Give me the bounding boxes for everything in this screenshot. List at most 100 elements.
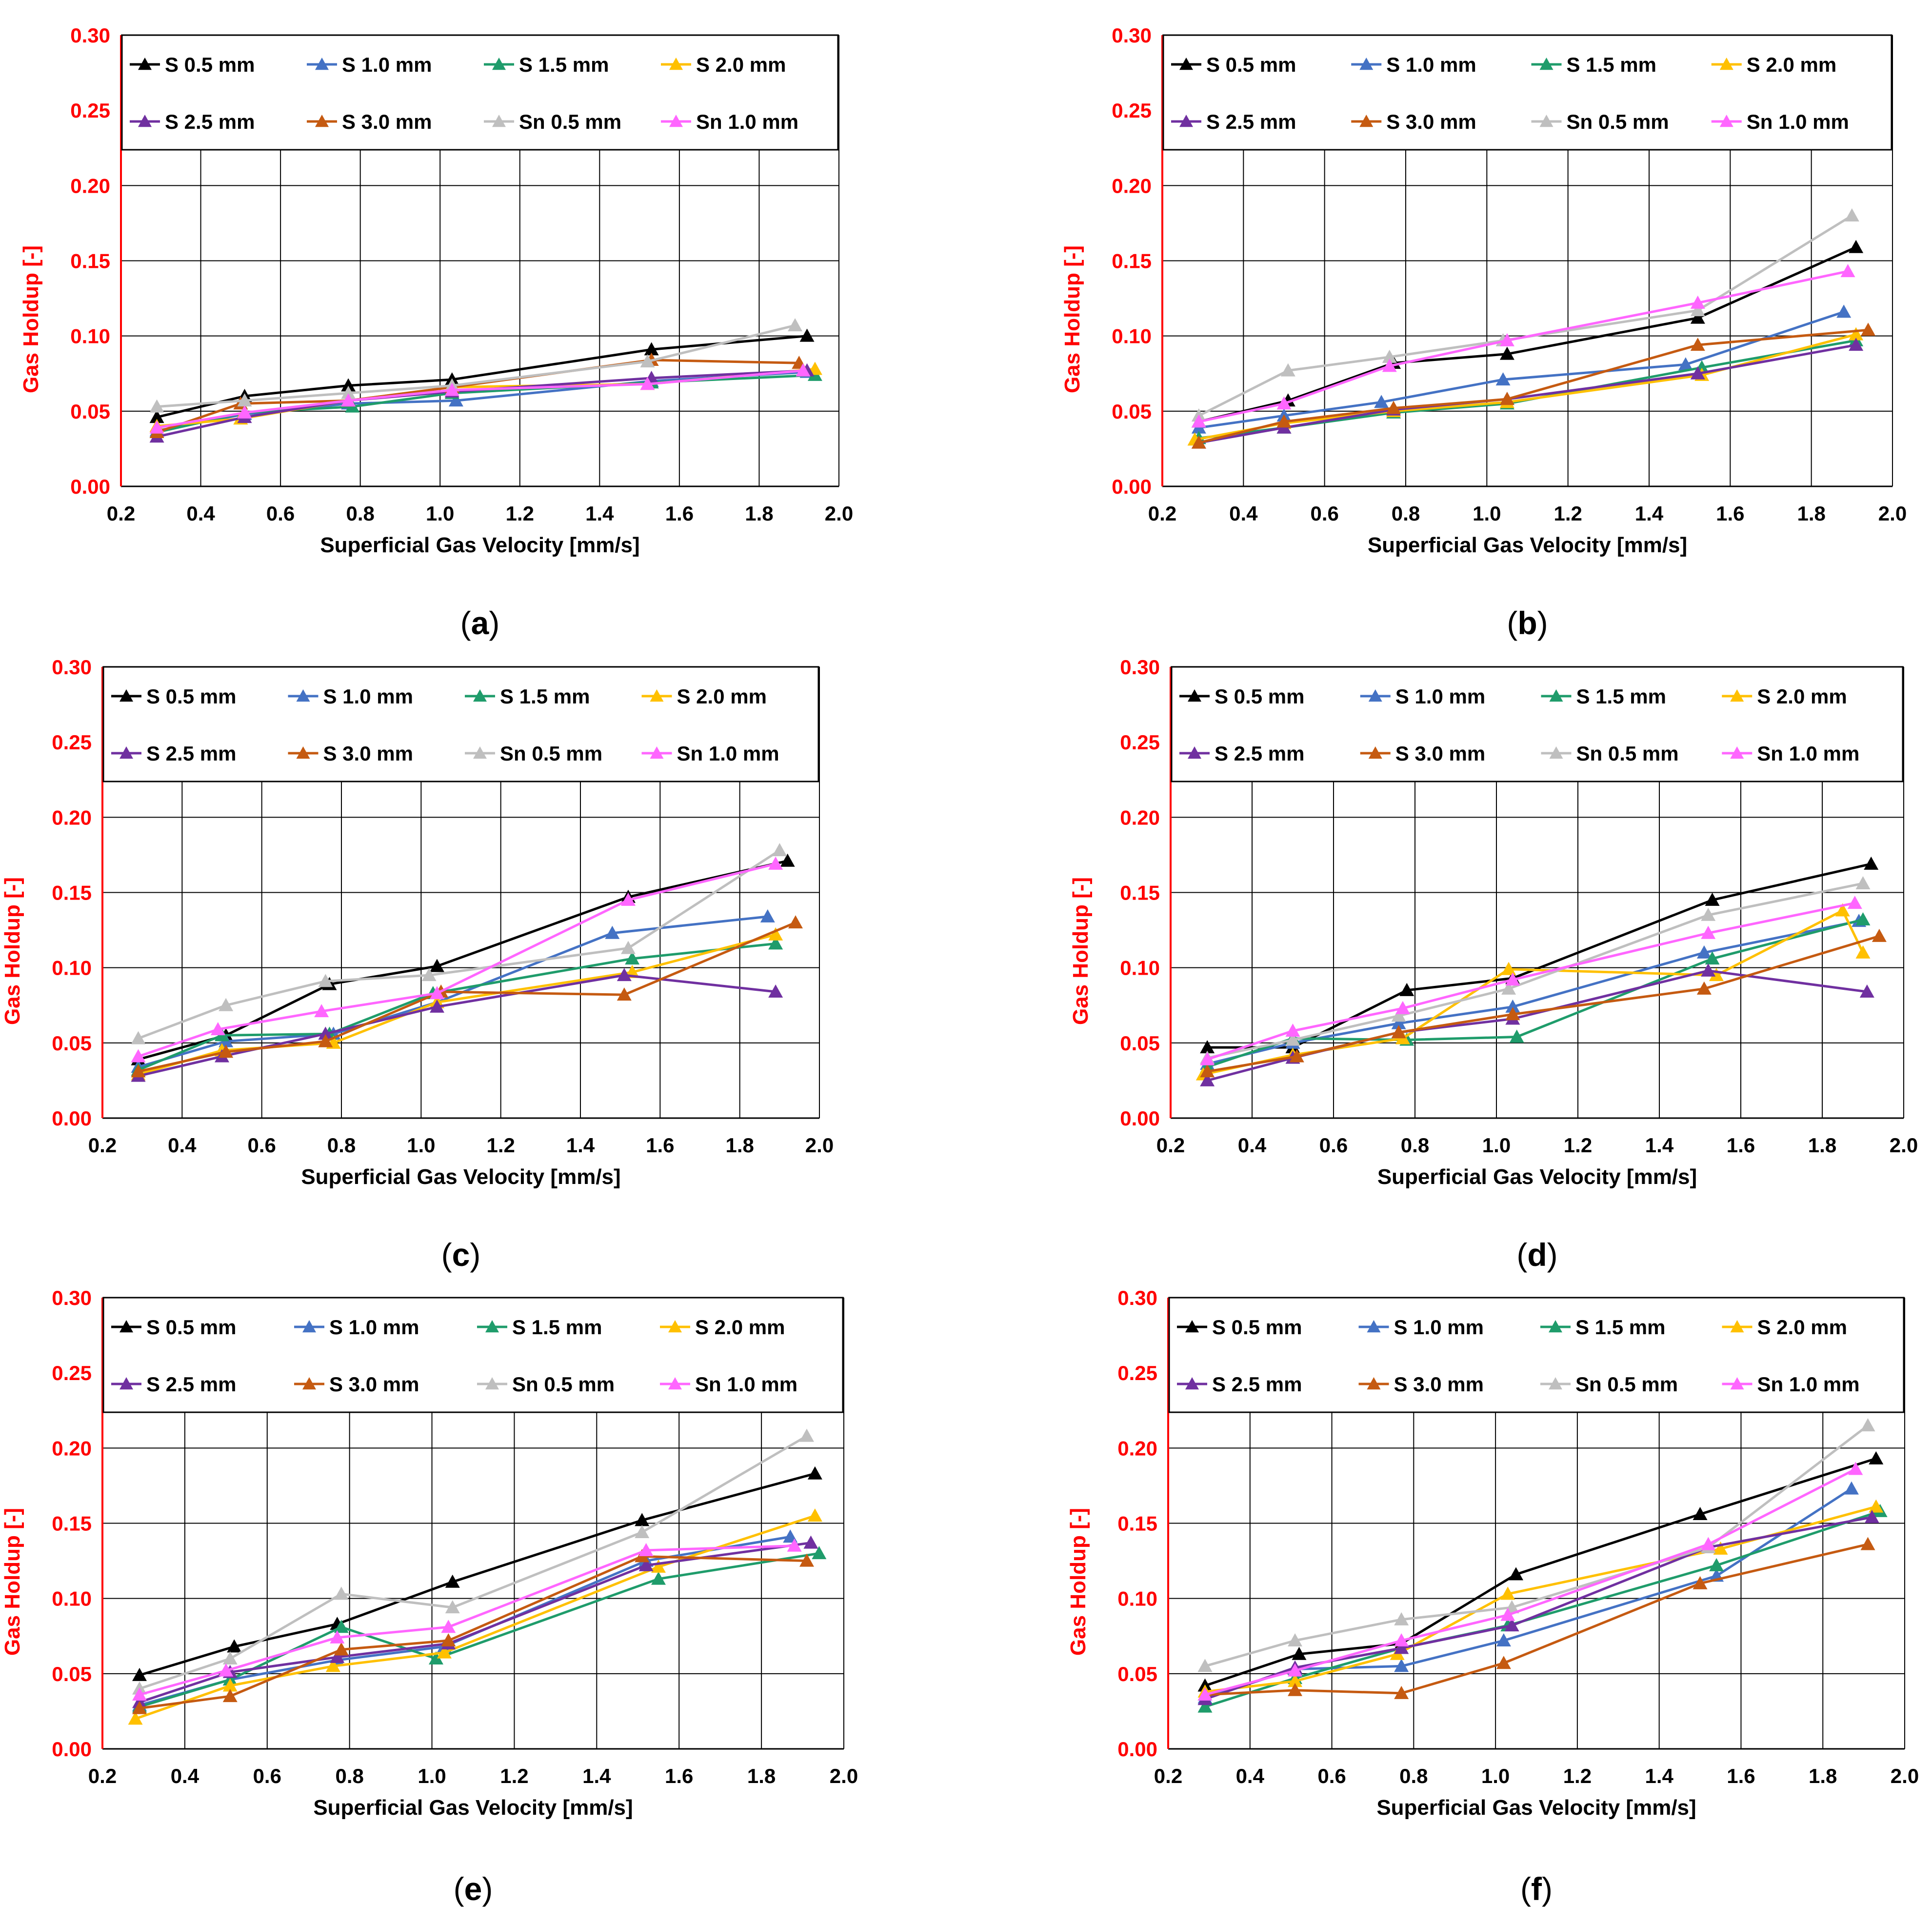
y-tick-label: 0.05 — [1120, 1032, 1160, 1055]
data-point-marker — [448, 393, 463, 407]
data-point-marker — [1280, 363, 1295, 377]
series-line — [139, 1555, 807, 1710]
legend-swatch-marker — [1549, 689, 1563, 702]
legend-swatch-marker — [120, 689, 133, 702]
legend-swatch-marker — [473, 689, 487, 702]
data-point-marker — [334, 1620, 349, 1633]
data-point-marker — [341, 393, 356, 407]
data-point-marker — [1869, 1499, 1884, 1513]
y-axis-title: Gas Holdup [-] — [1060, 245, 1084, 393]
legend-swatch-marker — [1185, 1320, 1199, 1333]
data-point-marker — [1499, 346, 1514, 360]
y-tick-label: 0.25 — [1112, 99, 1152, 122]
x-tick-label: 1.0 — [407, 1134, 435, 1157]
x-tick-label: 0.8 — [1401, 1134, 1429, 1157]
data-point-marker — [237, 393, 252, 407]
legend-item: Sn 0.5 mm — [1541, 742, 1679, 765]
data-point-marker — [1500, 1586, 1515, 1600]
data-point-marker — [334, 1642, 349, 1656]
x-tick-label: 0.6 — [253, 1764, 281, 1787]
chart-panel-d: 0.2 0.4 0.6 0.8 1.0 1.2 1.4 1.6 1.8 2.0 0.00 0.05 0.… — [1069, 656, 1918, 1273]
series-line — [1198, 246, 1857, 423]
series-line — [138, 974, 776, 1078]
series-group — [131, 843, 803, 1082]
x-tick-label: 1.8 — [747, 1764, 776, 1787]
series-group — [149, 318, 822, 443]
y-tick-label: 0.20 — [52, 1437, 92, 1460]
series-line — [1207, 882, 1863, 1060]
x-axis-title: Superficial Gas Velocity [mm/s] — [320, 533, 639, 557]
panel-label: (f) — [1520, 1871, 1553, 1907]
legend-label: Sn 1.0 mm — [696, 110, 798, 133]
x-tick-label: 1.8 — [1809, 1764, 1837, 1787]
series-line — [1204, 1424, 1869, 1667]
data-point-marker — [1496, 1656, 1511, 1669]
legend-item: Sn 0.5 mm — [465, 742, 602, 765]
data-point-marker — [441, 1620, 456, 1633]
legend-label: S 3.0 mm — [1394, 1373, 1484, 1396]
data-point-marker — [1501, 981, 1516, 995]
x-tick-label: 1.4 — [1635, 502, 1664, 525]
data-point-marker — [1382, 359, 1397, 372]
data-point-marker — [1701, 907, 1716, 921]
data-point-marker — [799, 1428, 814, 1442]
legend-swatch-marker — [1185, 1377, 1199, 1390]
legend-swatch-marker — [120, 746, 133, 759]
y-axis-title: Gas Holdup [-] — [19, 245, 43, 393]
data-point-marker — [1709, 968, 1724, 982]
y-tick-label: 0.05 — [52, 1663, 92, 1685]
legend-label: S 1.0 mm — [1394, 1316, 1484, 1339]
legend-item: S 1.5 mm — [1541, 685, 1666, 708]
y-tick-label: 0.25 — [52, 731, 92, 754]
y-tick-label: 0.10 — [70, 325, 110, 348]
x-tick-label: 2.0 — [825, 502, 853, 525]
data-point-marker — [445, 1600, 460, 1614]
legend-label: S 0.5 mm — [165, 53, 255, 76]
y-tick-label: 0.15 — [52, 882, 92, 904]
data-point-marker — [1395, 1001, 1410, 1014]
legend-label: S 1.5 mm — [512, 1316, 602, 1339]
legend-label: S 1.0 mm — [329, 1316, 419, 1339]
data-point-marker — [640, 354, 655, 368]
data-point-marker — [210, 1022, 225, 1036]
y-tick-label: 0.25 — [1120, 731, 1160, 754]
legend-item: Sn 1.0 mm — [641, 742, 779, 765]
legend-item: S 0.5 mm — [111, 1316, 236, 1339]
x-tick-label: 0.8 — [346, 502, 374, 525]
data-point-marker — [644, 342, 659, 356]
panel-label: (d) — [1516, 1237, 1557, 1273]
legend-swatch-marker — [1367, 1320, 1381, 1333]
legend-item: S 1.0 mm — [307, 53, 432, 76]
y-tick-label: 0.25 — [70, 99, 110, 122]
legend-item: Sn 0.5 mm — [477, 1373, 615, 1396]
data-point-marker — [1197, 1659, 1213, 1672]
y-tick-label: 0.15 — [52, 1512, 92, 1535]
chart-panel-f: 0.2 0.4 0.6 0.8 1.0 1.2 1.4 1.6 1.8 2.0 0.00 0.05 0.… — [1066, 1286, 1919, 1907]
data-point-marker — [1861, 322, 1876, 336]
data-point-marker — [1696, 945, 1712, 959]
legend-item: S 3.0 mm — [307, 110, 432, 133]
series-line — [1198, 328, 1869, 444]
chart-panel-e: 0.2 0.4 0.6 0.8 1.0 1.2 1.4 1.6 1.8 2.0 0.00 0.05 0.… — [0, 1286, 858, 1907]
legend-item: S 2.5 mm — [1177, 1373, 1302, 1396]
x-tick-label: 0.4 — [1238, 1134, 1267, 1157]
legend-label: Sn 0.5 mm — [1567, 110, 1669, 133]
data-point-marker — [1394, 1659, 1409, 1672]
legend-swatch-marker — [1549, 746, 1563, 759]
data-point-marker — [803, 1535, 818, 1549]
y-tick-label: 0.30 — [70, 24, 110, 47]
series-line — [1205, 1543, 1869, 1696]
y-axis-title: Gas Holdup [-] — [1066, 1508, 1090, 1656]
series-group — [1187, 208, 1876, 449]
y-axis-title: Gas Holdup [-] — [1069, 877, 1093, 1025]
data-point-marker — [1849, 240, 1864, 253]
data-point-marker — [1847, 896, 1862, 909]
data-point-marker — [314, 1004, 329, 1018]
series-line — [156, 359, 799, 434]
x-tick-label: 1.2 — [486, 1134, 515, 1157]
y-tick-label: 0.30 — [52, 1286, 92, 1309]
legend-item: S 2.0 mm — [661, 53, 786, 76]
y-tick-label: 0.00 — [52, 1107, 92, 1130]
data-point-marker — [1496, 1633, 1511, 1646]
data-point-marker — [787, 1538, 802, 1552]
